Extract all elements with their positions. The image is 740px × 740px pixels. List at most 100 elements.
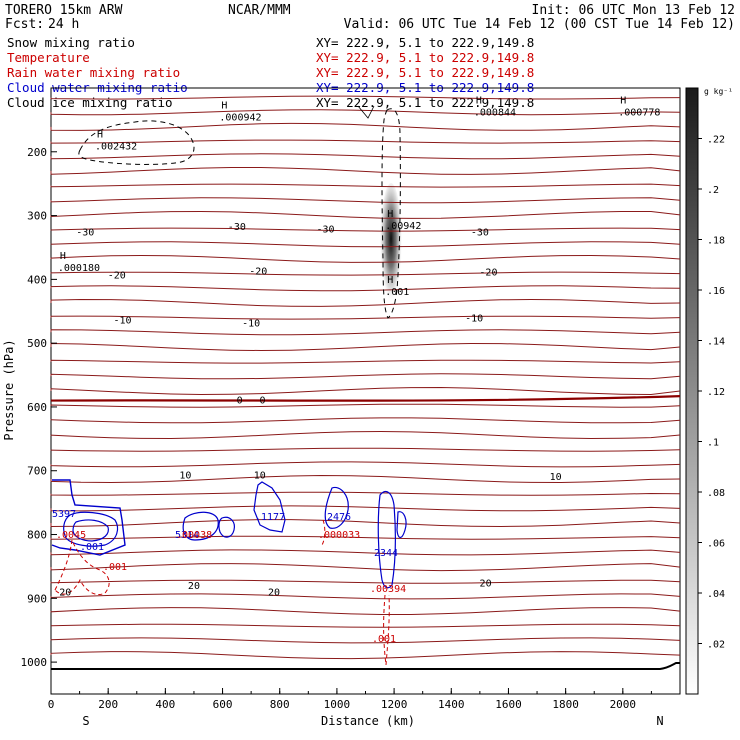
rain-contour-left	[54, 538, 110, 595]
y-tick-label: 500	[27, 337, 47, 350]
snow-contour-left	[78, 120, 195, 165]
rain-contours	[54, 519, 390, 666]
max-value-label: .00942	[385, 221, 421, 232]
isotherm-line	[50, 122, 681, 131]
colorbar-tick-label: .02	[707, 640, 725, 651]
x-tick-label: 0	[48, 698, 55, 711]
isotherm-line	[50, 342, 681, 352]
max-value-label: .000180	[58, 263, 100, 274]
isotherm-line	[50, 109, 681, 116]
colorbar-tick-label: .18	[707, 236, 725, 247]
isotherm-label: -20	[108, 270, 126, 281]
isotherm-label: -30	[316, 224, 334, 235]
field-temperature: Temperature	[7, 50, 90, 65]
isotherm-line	[50, 254, 681, 263]
xy-snow: XY= 222.9, 5.1 to 222.9,149.8	[316, 35, 534, 50]
isotherm-label: 10	[179, 471, 191, 482]
isotherm-line	[50, 329, 681, 336]
isotherm-line	[50, 593, 681, 600]
rain-contour-core	[383, 594, 390, 666]
isotherm-label: 20	[268, 587, 280, 598]
cloud-water-label-4: 2476	[327, 512, 351, 523]
colorbar-gradient	[685, 87, 699, 695]
rain-max-label-1: .0045	[56, 530, 86, 541]
isotherm-line	[50, 447, 681, 452]
isotherm-line	[50, 607, 681, 615]
model-title: TORERO 15km ARW	[5, 3, 123, 18]
isotherm-line	[50, 271, 681, 276]
y-tick-label: 900	[27, 592, 47, 605]
colorbar-tick-label: .14	[707, 337, 725, 348]
isotherm-line	[50, 167, 681, 175]
colorbar-unit: g kg⁻¹	[704, 87, 733, 96]
isotherm-line	[50, 637, 681, 644]
init-time: Init: 06 UTC Mon 13 Feb 12	[532, 3, 736, 18]
isotherm-line	[50, 298, 681, 307]
isotherm-line	[50, 563, 681, 572]
colorbar-ticks: .02 .04 .06 .08 .1 .12 .14 .16 .18 .2 .22	[698, 135, 725, 651]
isotherm-line	[50, 549, 681, 556]
colorbar-tick-label: .1	[707, 438, 719, 449]
snow-shading	[380, 183, 402, 307]
rain-max-label-4: .00394	[370, 584, 406, 595]
y-tick-label: 700	[27, 465, 47, 478]
isotherm-line	[50, 359, 681, 364]
xy-rain: XY= 222.9, 5.1 to 222.9,149.8	[316, 65, 534, 80]
cloud-water-label-1: 5397	[52, 509, 76, 520]
y-tick-label: 200	[27, 146, 47, 159]
freezing-line	[50, 395, 681, 402]
max-value-label: .000942	[219, 113, 261, 124]
isotherm-label: 0	[260, 395, 266, 406]
isotherm-line	[50, 519, 681, 528]
isotherm-label: -10	[113, 316, 131, 327]
isotherm-label: -30	[471, 228, 489, 239]
colorbar-tick-label: .08	[707, 488, 725, 499]
cloud-water-contour-left-inner	[63, 511, 119, 547]
fcst-value: 24 h	[48, 17, 79, 32]
cloud-water-contour-mid3	[253, 481, 286, 533]
temperature-contours	[50, 95, 681, 660]
y-axis: 200 300 400 500 600 700 800 900 1000	[21, 146, 57, 669]
field-snow: Snow mixing ratio	[7, 35, 135, 50]
field-cloud-ice: Cloud ice mixing ratio	[7, 95, 173, 110]
max-marker-h: H	[476, 96, 482, 107]
y-tick-label: 600	[27, 401, 47, 414]
max-value-label: .000778	[618, 108, 660, 119]
isotherm-line	[50, 210, 681, 219]
isotherm-label: -30	[228, 222, 246, 233]
isotherm-line	[50, 491, 681, 496]
cloud-rain-labels: 5397 5314 .1177 2476 2344 .001 .0045 .00…	[52, 509, 406, 645]
max-value-label: .002432	[95, 141, 137, 152]
cloud-water-label-6: .001	[80, 542, 104, 553]
y-tick-label: 1000	[21, 656, 48, 669]
field-rain: Rain water mixing ratio	[7, 65, 180, 80]
isotherm-label: -10	[465, 314, 483, 325]
rain-max-label-6: .00038	[176, 530, 212, 541]
x-tick-label: 1600	[495, 698, 522, 711]
cloud-water-label-2: 5314	[175, 530, 199, 541]
snow-contours	[78, 105, 401, 319]
max-marker-h: H	[387, 275, 393, 286]
maxima-labels: H.000942H.002432H.00942H.000180H.001H.00…	[58, 96, 661, 298]
rain-label-5: .001	[372, 634, 396, 645]
isotherm-label: 20	[480, 578, 492, 589]
ice-contour-top	[357, 105, 375, 119]
plot-area: -30 -30 -30 -30 -20 -20 -20 -10 -10 -10 0 0 10 10 10 20…	[2, 87, 681, 728]
isotherm-label: 20	[188, 581, 200, 592]
isotherm-line	[50, 95, 681, 100]
x-tick-label: 1800	[552, 698, 579, 711]
colorbar-tick-label: .16	[707, 286, 725, 297]
organization: NCAR/MMM	[228, 3, 291, 18]
isotherm-line	[50, 430, 681, 440]
x-tick-label: 400	[155, 698, 175, 711]
rain-max-label-3: .000033	[318, 530, 360, 541]
contour-labels: -30 -30 -30 -30 -20 -20 -20 -10 -10 -10 0 0 10 10 10 20…	[59, 222, 561, 599]
cloud-water-contour-mid4	[324, 486, 349, 529]
isotherm-line	[50, 315, 681, 320]
endpoint-left: S	[82, 714, 89, 728]
x-tick-label: 1000	[324, 698, 351, 711]
colorbar: g kg⁻¹ .02 .04 .06 .08 .1 .12 .14 .16 .18 .2 .22	[685, 87, 733, 695]
isotherm-line	[50, 153, 681, 160]
isotherm-label: 10	[254, 471, 266, 482]
